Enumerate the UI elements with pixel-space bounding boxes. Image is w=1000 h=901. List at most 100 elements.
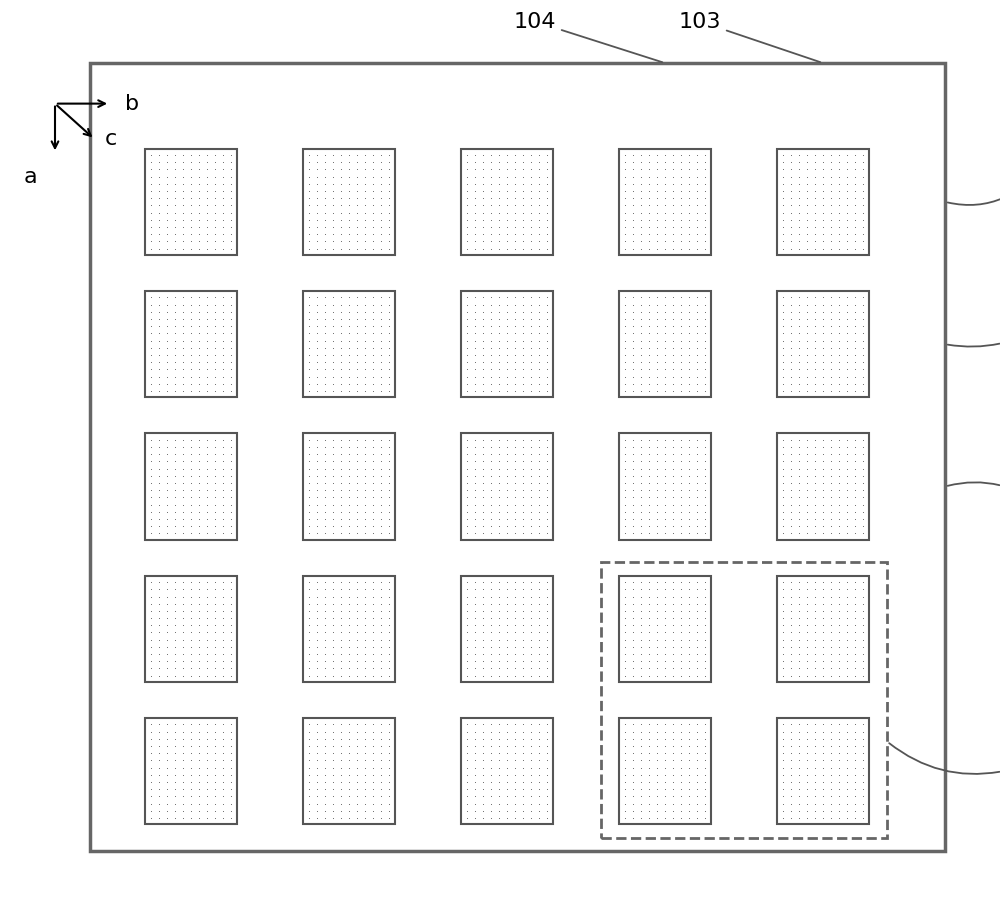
Point — [183, 512, 199, 526]
Point — [499, 162, 515, 177]
Point — [207, 341, 223, 355]
Point — [325, 768, 341, 782]
Point — [633, 227, 649, 241]
Point — [539, 483, 555, 497]
Point — [625, 596, 641, 611]
Point — [697, 476, 713, 490]
Point — [839, 582, 855, 596]
Point — [633, 198, 649, 213]
Point — [183, 526, 199, 541]
Point — [459, 796, 475, 811]
Point — [633, 661, 649, 676]
Point — [641, 348, 657, 362]
Point — [151, 732, 167, 746]
Point — [381, 633, 397, 647]
Point — [665, 362, 681, 377]
Point — [831, 669, 847, 683]
Point — [791, 341, 807, 355]
Point — [823, 290, 839, 305]
Point — [775, 241, 791, 256]
Point — [475, 589, 491, 604]
Point — [657, 319, 673, 333]
Point — [365, 519, 381, 533]
Point — [625, 589, 641, 604]
Point — [159, 775, 175, 789]
Point — [349, 490, 365, 505]
Point — [223, 490, 239, 505]
Point — [783, 618, 799, 633]
Point — [159, 369, 175, 384]
Point — [349, 305, 365, 319]
Point — [531, 717, 547, 732]
Point — [341, 739, 357, 753]
Point — [199, 341, 215, 355]
Point — [483, 640, 499, 654]
Point — [301, 724, 317, 739]
Point — [199, 490, 215, 505]
Point — [349, 369, 365, 384]
Point — [657, 326, 673, 341]
Point — [167, 234, 183, 249]
Point — [373, 476, 389, 490]
Point — [301, 589, 317, 604]
Point — [523, 654, 539, 669]
Point — [341, 198, 357, 213]
Point — [357, 654, 373, 669]
Point — [491, 753, 507, 768]
Point — [775, 341, 791, 355]
Point — [301, 241, 317, 256]
Point — [823, 384, 839, 398]
Point — [831, 377, 847, 391]
Point — [839, 661, 855, 676]
Point — [697, 782, 713, 796]
Point — [855, 290, 871, 305]
Point — [855, 213, 871, 227]
Point — [309, 669, 325, 683]
Point — [775, 717, 791, 732]
Point — [175, 661, 191, 676]
Point — [523, 604, 539, 618]
Point — [167, 461, 183, 476]
Point — [349, 184, 365, 198]
Point — [689, 654, 705, 669]
Point — [223, 811, 239, 825]
Point — [175, 162, 191, 177]
Point — [539, 377, 555, 391]
Point — [617, 148, 633, 162]
Bar — [461, 433, 553, 540]
Point — [689, 753, 705, 768]
Point — [539, 155, 555, 169]
Point — [333, 654, 349, 669]
Point — [381, 241, 397, 256]
Point — [839, 724, 855, 739]
Point — [799, 177, 815, 191]
Point — [775, 384, 791, 398]
Point — [799, 213, 815, 227]
Point — [625, 804, 641, 818]
Point — [657, 804, 673, 818]
Point — [365, 782, 381, 796]
Point — [689, 782, 705, 796]
Point — [847, 191, 863, 205]
Point — [483, 241, 499, 256]
Point — [151, 582, 167, 596]
Point — [191, 526, 207, 541]
Point — [333, 633, 349, 647]
Point — [839, 297, 855, 312]
Point — [317, 461, 333, 476]
Point — [689, 148, 705, 162]
Point — [515, 661, 531, 676]
Point — [175, 377, 191, 391]
Point — [499, 633, 515, 647]
Point — [365, 333, 381, 348]
Point — [199, 148, 215, 162]
Point — [151, 469, 167, 483]
Point — [807, 775, 823, 789]
Point — [459, 497, 475, 512]
Point — [491, 234, 507, 249]
Point — [167, 512, 183, 526]
Point — [831, 312, 847, 326]
Point — [215, 184, 231, 198]
Point — [831, 169, 847, 184]
Point — [373, 669, 389, 683]
